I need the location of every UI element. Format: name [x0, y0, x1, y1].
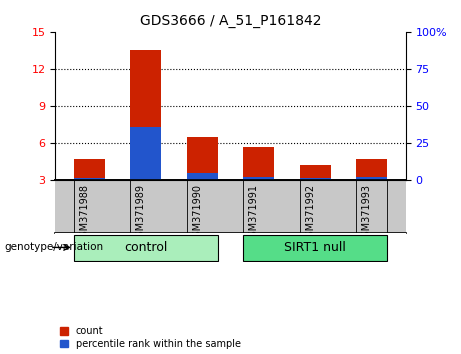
Bar: [356, 177, 387, 180]
Bar: [130, 127, 161, 180]
Text: SIRT1 null: SIRT1 null: [284, 241, 346, 254]
Bar: [243, 147, 274, 180]
Bar: [74, 159, 105, 180]
Text: GSM371990: GSM371990: [192, 184, 202, 243]
Legend: count, percentile rank within the sample: count, percentile rank within the sample: [60, 326, 241, 349]
Text: GSM371992: GSM371992: [305, 184, 315, 243]
Bar: [300, 165, 331, 180]
Bar: [74, 178, 105, 180]
Text: GSM371988: GSM371988: [79, 184, 89, 243]
Text: GSM371989: GSM371989: [136, 184, 146, 243]
FancyBboxPatch shape: [74, 235, 218, 261]
Bar: [300, 178, 331, 180]
Bar: [243, 177, 274, 180]
Bar: [356, 159, 387, 180]
Bar: [130, 50, 161, 180]
Text: genotype/variation: genotype/variation: [5, 242, 104, 252]
Text: control: control: [124, 241, 167, 254]
Title: GDS3666 / A_51_P161842: GDS3666 / A_51_P161842: [140, 14, 321, 28]
Bar: [187, 172, 218, 180]
Bar: [187, 137, 218, 180]
Text: GSM371991: GSM371991: [249, 184, 259, 243]
FancyBboxPatch shape: [243, 235, 387, 261]
Text: GSM371993: GSM371993: [362, 184, 372, 243]
